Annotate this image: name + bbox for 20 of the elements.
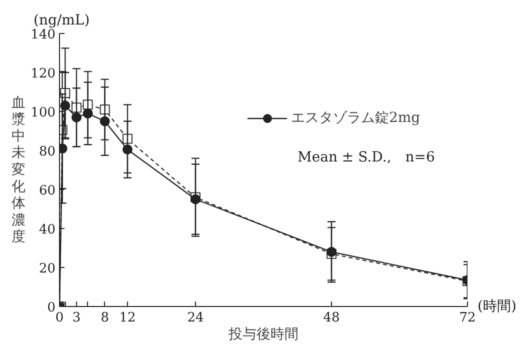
x-tick-label: 3 [72, 310, 81, 326]
x-tick-label: 72 [459, 310, 476, 326]
text: 血漿中未変化体濃度 [12, 94, 26, 246]
x-tick-label: 48 [323, 310, 340, 326]
y-tick-label: 60 [38, 184, 56, 198]
y-tick-label: 0 [47, 300, 56, 316]
x-tick-label: 8 [100, 310, 109, 326]
x-tick-label: 12 [119, 310, 136, 326]
y-tick-label: 80 [38, 144, 56, 160]
y-tick-label: 20 [38, 262, 56, 276]
y-tick-label: 40 [38, 222, 56, 238]
x-axis-title: 投与後時間 [228, 326, 298, 342]
text: (時間) [478, 298, 516, 314]
y-tick-label: 120 [30, 66, 56, 82]
x-tick-label: 24 [187, 310, 204, 326]
legend-label: エスタゾラム錠2mg [291, 109, 420, 127]
annotation: Mean ± S.D., n=6 [298, 150, 436, 166]
y-tick-label: 140 [30, 28, 56, 42]
text: (ng/mL) [34, 12, 90, 28]
y-tick-label: 100 [30, 106, 56, 120]
